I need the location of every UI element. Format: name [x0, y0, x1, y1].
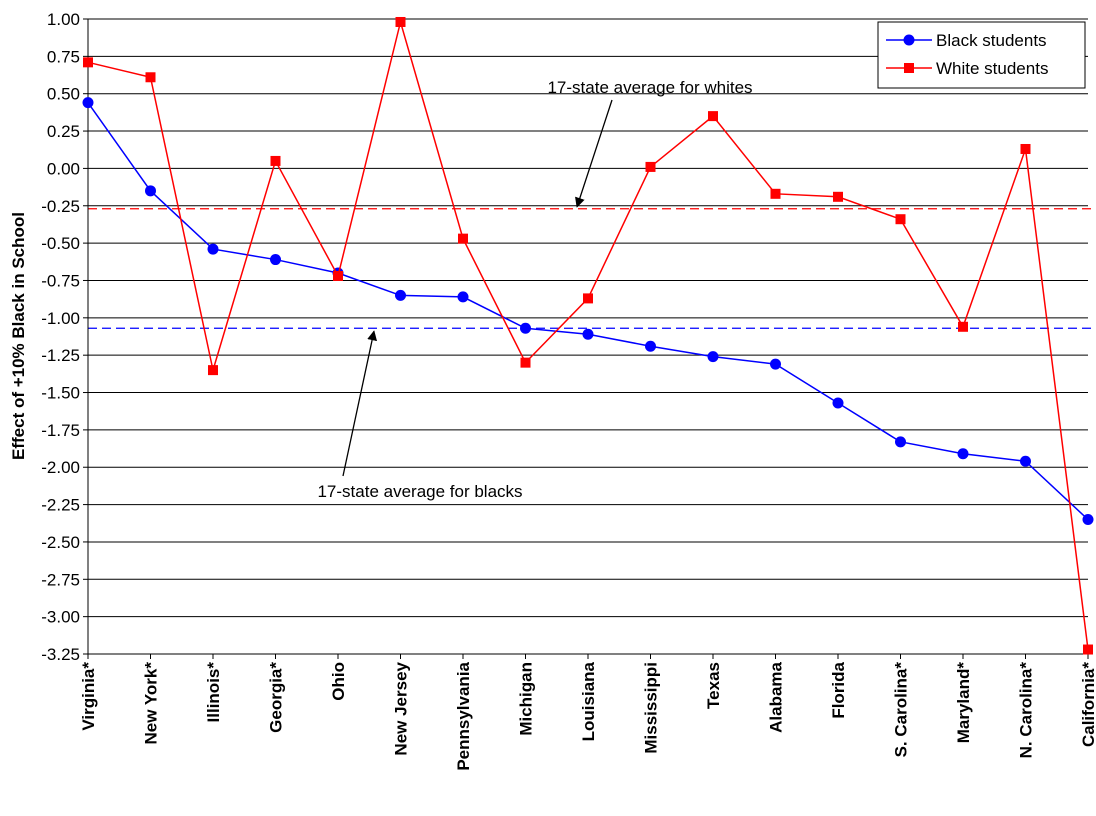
data-point-black: [82, 97, 94, 109]
data-point-black: [582, 328, 594, 340]
data-point-black: [770, 358, 781, 370]
data-point-white: [270, 155, 281, 166]
legend-box: [877, 21, 1086, 89]
data-point-white: [708, 111, 718, 122]
series-line-black: [87, 102, 1089, 521]
y-tick-label: 0.50: [47, 85, 80, 104]
x-tick-label: Pennsylvania: [454, 661, 473, 770]
y-tick-label: -0.25: [41, 197, 80, 216]
data-point-white: [958, 321, 968, 332]
legend: Black students White students: [877, 21, 1086, 89]
data-point-white: [458, 233, 468, 244]
data-point-black: [270, 254, 281, 266]
y-tick-label: -1.75: [41, 421, 80, 440]
y-tick-label: -2.75: [41, 570, 80, 589]
annotations: 17-state average for whites 17-state aver…: [317, 78, 752, 501]
y-tick-label: 0.00: [47, 159, 80, 178]
x-tick-label: Ohio: [329, 662, 348, 701]
legend-marker-white: [904, 63, 914, 73]
arrow-whites-avg: [575, 99, 613, 208]
x-tick-label: Illinois*: [204, 662, 223, 723]
x-tick-label: California*: [1079, 662, 1096, 747]
y-tick-label: -2.25: [41, 496, 80, 515]
data-point-white: [833, 191, 843, 202]
data-point-black: [1020, 455, 1031, 467]
data-point-white: [1083, 644, 1093, 655]
data-point-black: [832, 397, 844, 409]
annotation-whites-avg: 17-state average for whites: [547, 78, 752, 97]
data-point-black: [145, 185, 156, 197]
data-point-black: [207, 243, 219, 255]
data-point-white: [208, 365, 218, 376]
x-tick-label: Louisiana: [579, 661, 598, 741]
y-tick-label: -2.50: [41, 533, 80, 552]
x-tick-label: N. Carolina*: [1017, 662, 1036, 759]
y-tick-label: -3.00: [41, 608, 80, 627]
y-tick-label: 0.75: [47, 47, 80, 66]
data-point-white: [395, 16, 406, 27]
data-point-black: [957, 448, 969, 460]
data-point-black: [895, 436, 906, 448]
y-tick-label: 0.25: [47, 122, 80, 141]
y-tick-label: -0.75: [41, 271, 80, 290]
y-tick-label: -1.25: [41, 346, 80, 365]
x-tick-label: Mississippi: [642, 662, 661, 754]
y-tick-label: -2.00: [41, 458, 80, 477]
annotation-blacks-avg: 17-state average for blacks: [317, 482, 522, 501]
data-point-black: [645, 340, 656, 352]
data-point-white: [520, 357, 531, 368]
x-tick-label: Georgia*: [267, 662, 286, 733]
data-point-black: [707, 351, 719, 363]
y-tick-label: -3.25: [41, 645, 80, 664]
data-point-white: [1020, 143, 1031, 154]
data-point-black: [395, 289, 406, 301]
data-point-white: [770, 188, 781, 199]
x-tick-label: New Jersey: [392, 661, 411, 755]
y-tick-label: -1.00: [41, 309, 80, 328]
x-tick-label: S. Carolina*: [892, 662, 911, 758]
legend-marker-black: [903, 34, 915, 46]
x-tick-label: Florida: [829, 661, 848, 718]
data-point-black: [1082, 514, 1094, 526]
x-tick-label: New York*: [142, 662, 161, 745]
data-point-white: [333, 270, 343, 281]
y-tick-label: -0.50: [41, 234, 80, 253]
x-tick-label: Virginia*: [79, 662, 98, 731]
data-point-white: [145, 72, 156, 83]
x-tick-label: Michigan: [517, 662, 536, 736]
x-tick-label: Alabama: [767, 661, 786, 732]
x-tick-label: Maryland*: [954, 662, 973, 744]
reference-lines: [88, 208, 1096, 329]
data-point-white: [895, 214, 906, 225]
y-tick-label: 1.00: [47, 10, 80, 29]
axes: 1.00 0.75 0.50 0.25 0.00 -0.25 -0.50 -0.75 -1.00…: [41, 10, 1096, 771]
arrow-blacks-avg: [342, 330, 378, 477]
data-point-white: [645, 161, 656, 172]
data-point-black: [457, 291, 469, 303]
data-point-black: [520, 322, 531, 334]
y-tick-label: -1.50: [41, 384, 80, 403]
legend-label-black: Black students: [936, 31, 1047, 50]
y-axis-title: Effect of +10% Black in School: [9, 212, 28, 460]
series-lines: [82, 16, 1094, 655]
x-tick-label: Texas: [704, 662, 723, 709]
data-point-white: [83, 57, 93, 68]
data-point-white: [583, 293, 593, 304]
legend-label-white: White students: [936, 59, 1048, 78]
